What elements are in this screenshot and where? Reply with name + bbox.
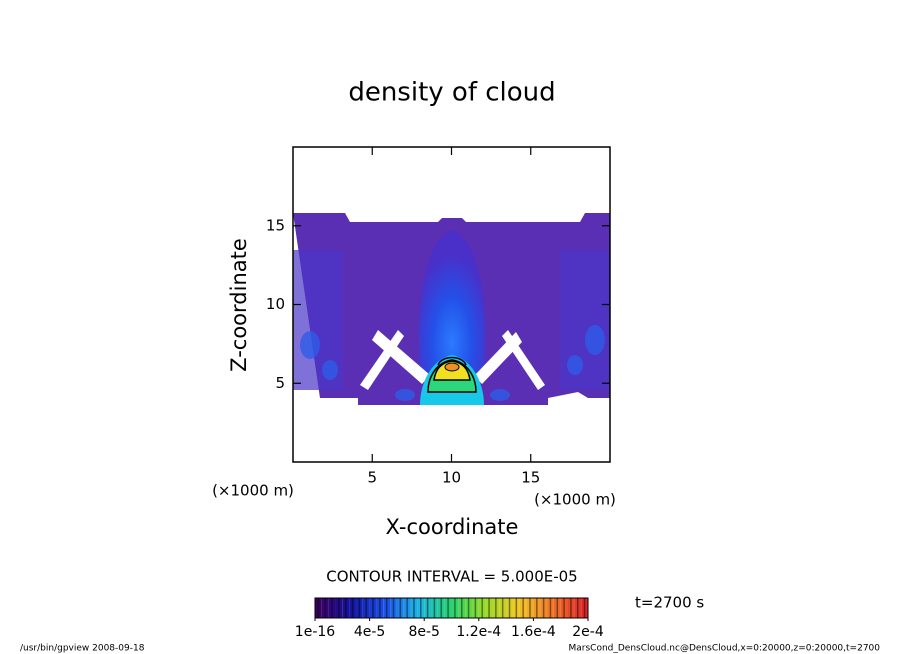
- colorbar-cell: [410, 598, 418, 618]
- colorbar-cell: [533, 598, 541, 618]
- colorbar-cell: [335, 598, 343, 618]
- colorbar-cell: [362, 598, 370, 618]
- footer-right: MarsCond_DensCloud.nc@DensCloud,x=0:2000…: [569, 644, 881, 654]
- colorbar-cell: [581, 598, 588, 618]
- colorbar-cell: [383, 598, 391, 618]
- colorbar: 1e-16 4e-5 8e-5 1.2e-4 1.6e-4 2e-4: [295, 597, 604, 640]
- y-tick-label: 10: [266, 295, 285, 313]
- footer-left: /usr/bin/gpview 2008-09-18: [20, 644, 145, 654]
- colorbar-cell: [547, 598, 554, 618]
- colorbar-tick-label: 1.2e-4: [456, 624, 501, 640]
- colorbar-cell: [396, 598, 404, 618]
- colorbar-cell: [485, 598, 493, 618]
- colorbar-tick-label: 1.6e-4: [511, 624, 556, 640]
- colorbar-cell: [355, 598, 363, 618]
- x-tick-label: 5: [367, 469, 377, 487]
- colorbar-cell: [526, 598, 534, 618]
- contour-field: [293, 213, 610, 405]
- colorbar-cell: [369, 598, 377, 618]
- x-tick-label: 10: [442, 469, 461, 487]
- colorbar-cell: [465, 598, 472, 618]
- colorbar-tick-label: 2e-4: [572, 624, 604, 640]
- colorbar-cell: [328, 598, 336, 618]
- colorbar-frame: [314, 597, 589, 619]
- colorbar-cell: [492, 598, 500, 618]
- x-unit: (×1000 m): [534, 491, 616, 509]
- y-tick-label: 5: [275, 374, 285, 392]
- colorbar-cell: [451, 598, 459, 618]
- colorbar-cell: [403, 598, 411, 618]
- colorbar-cell: [431, 598, 438, 618]
- colorbar-cell: [458, 598, 466, 618]
- x-axis-label: X-coordinate: [386, 515, 519, 539]
- colorbar-cell: [540, 598, 548, 618]
- colorbar-cell: [417, 598, 425, 618]
- colorbar-cell: [567, 598, 575, 618]
- colorbar-tick-label: 8e-5: [408, 624, 439, 640]
- y-tick-label: 15: [266, 216, 285, 234]
- chart-title: density of cloud: [348, 78, 555, 108]
- colorbar-cell: [574, 598, 582, 618]
- colorbar-cell: [390, 598, 397, 618]
- x-tick-label: 15: [521, 469, 540, 487]
- y-unit: (×1000 m): [212, 482, 294, 500]
- colorbar-cell: [376, 598, 384, 618]
- colorbar-cell: [471, 598, 479, 618]
- colorbar-cell: [342, 598, 350, 618]
- time-label: t=2700 s: [635, 594, 704, 612]
- colorbar-cell: [315, 598, 322, 618]
- colorbar-cell: [349, 598, 356, 618]
- colorbar-cell: [424, 598, 432, 618]
- colorbar-cell: [478, 598, 486, 618]
- colorbar-cell: [321, 598, 329, 618]
- colorbar-cell: [512, 598, 520, 618]
- contour-interval: CONTOUR INTERVAL = 5.000E-05: [326, 568, 577, 586]
- colorbar-tick-label: 4e-5: [354, 624, 385, 640]
- colorbar-cell: [519, 598, 527, 618]
- colorbar-cell: [560, 598, 568, 618]
- y-axis-label: Z-coordinate: [227, 238, 251, 372]
- colorbar-cell: [553, 598, 561, 618]
- colorbar-cell: [444, 598, 452, 618]
- colorbar-tick-label: 1e-16: [295, 624, 335, 640]
- colorbar-cell: [506, 598, 513, 618]
- colorbar-cell: [437, 598, 445, 618]
- colorbar-cell: [499, 598, 507, 618]
